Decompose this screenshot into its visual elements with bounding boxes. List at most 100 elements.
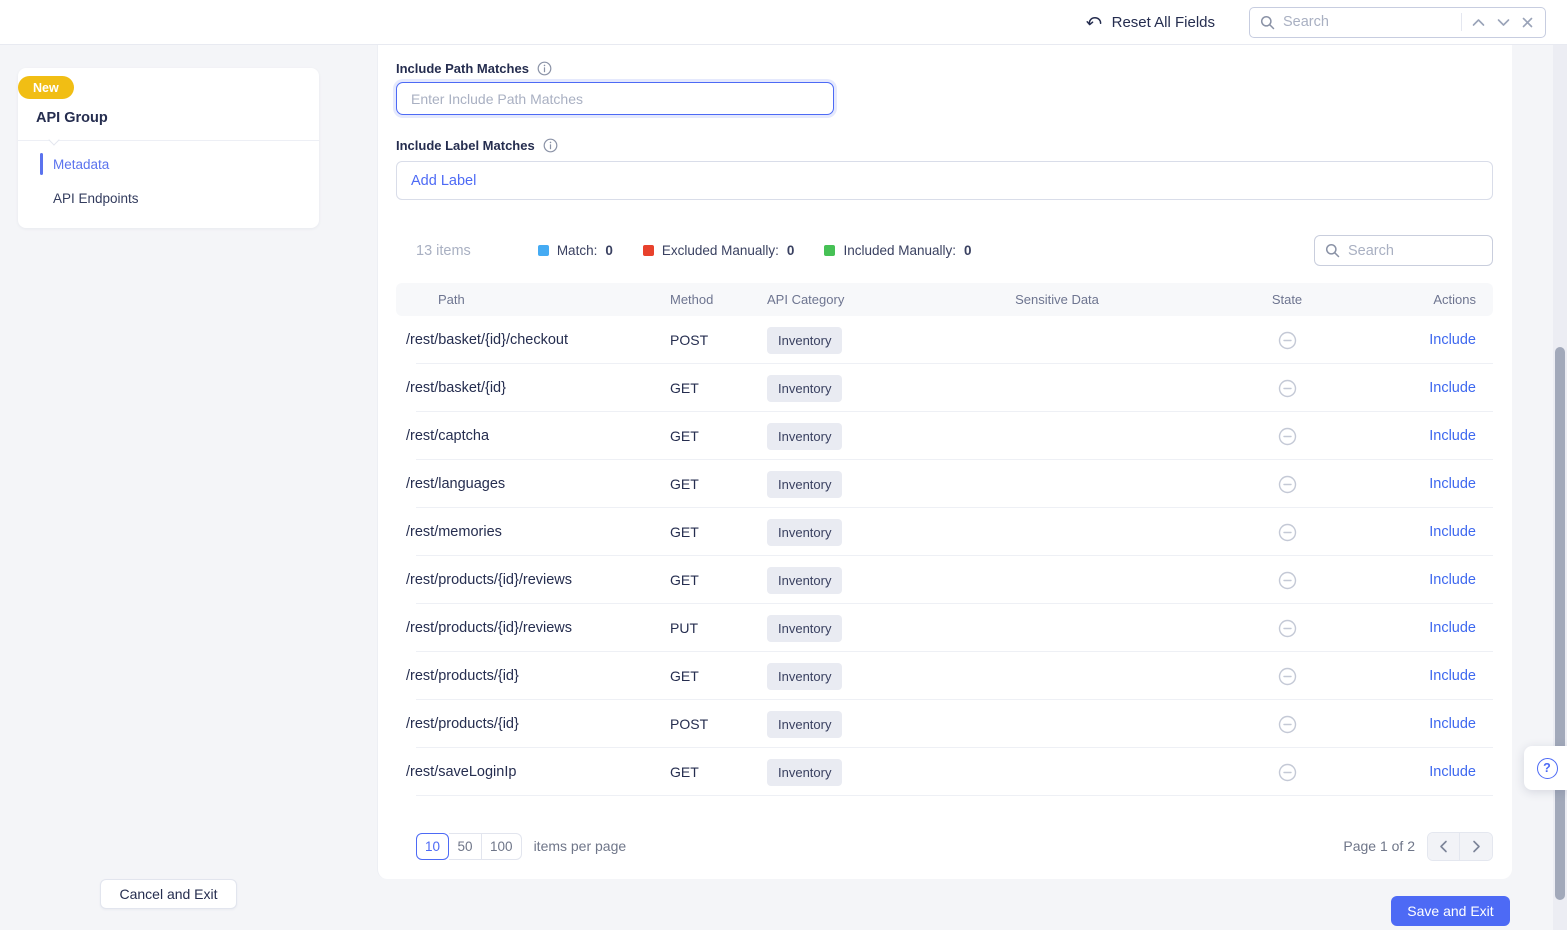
endpoint-category-cell: Inventory — [767, 566, 907, 594]
legend-count: 0 — [964, 243, 972, 258]
category-chip: Inventory — [767, 518, 843, 546]
endpoint-actions-cell: Include — [1367, 427, 1493, 445]
category-chip: Inventory — [767, 470, 843, 498]
endpoint-method: GET — [670, 764, 699, 780]
page-status: Page 1 of 2 — [1343, 838, 1415, 854]
minus-circle-icon — [1278, 427, 1297, 446]
table-row: /rest/products/{id} GET Inventory — [396, 652, 1493, 700]
table-row: /rest/basket/{id}/checkout POST Inventor… — [396, 316, 1493, 364]
sidebar-nav: Metadata API Endpoints — [18, 152, 319, 220]
endpoint-category-cell: Inventory — [767, 662, 907, 690]
search-icon — [1260, 15, 1275, 30]
include-link[interactable]: Include — [1429, 620, 1476, 636]
global-search-input[interactable] — [1283, 14, 1453, 30]
search-next-button[interactable] — [1495, 16, 1512, 29]
category-chip: Inventory — [767, 758, 843, 786]
include-label-matches-label-text: Include Label Matches — [396, 138, 535, 153]
category-chip: Inventory — [767, 422, 843, 450]
endpoint-path: /rest/captcha — [406, 428, 490, 444]
endpoint-path: /rest/saveLoginIp — [406, 764, 517, 780]
endpoint-actions-cell: Include — [1367, 619, 1493, 637]
include-link[interactable]: Include — [1429, 332, 1476, 348]
scrollbar-thumb[interactable] — [1555, 347, 1565, 900]
table-row: /rest/saveLoginIp GET Inventory — [396, 748, 1493, 796]
table-row: /rest/basket/{id} GET Inventory — [396, 364, 1493, 412]
table-search-input[interactable] — [1348, 242, 1482, 259]
include-link[interactable]: Include — [1429, 476, 1476, 492]
previous-page-button[interactable] — [1428, 832, 1460, 860]
page-size-button[interactable]: 100 — [482, 832, 522, 860]
divider-notch-icon — [48, 134, 60, 146]
help-button[interactable]: ? — [1524, 746, 1567, 790]
include-link[interactable]: Include — [1429, 572, 1476, 588]
endpoint-actions-cell: Include — [1367, 571, 1493, 589]
endpoint-actions-cell: Include — [1367, 763, 1493, 781]
items-count: 13 items — [416, 242, 471, 259]
new-badge: New — [18, 76, 74, 99]
search-icon — [1325, 243, 1340, 258]
info-icon[interactable] — [543, 138, 558, 153]
include-link[interactable]: Include — [1429, 764, 1476, 780]
table-row: /rest/languages GET Inventory — [396, 460, 1493, 508]
include-link[interactable]: Include — [1429, 668, 1476, 684]
legend-label: Match: — [556, 243, 598, 258]
minus-circle-icon — [1278, 523, 1297, 542]
table-row: /rest/captcha GET Inventory — [396, 412, 1493, 460]
endpoint-method: GET — [670, 524, 699, 540]
endpoint-state-cell — [1207, 619, 1367, 638]
include-link[interactable]: Include — [1429, 428, 1476, 444]
page-size-button[interactable]: 10 — [416, 832, 450, 860]
reset-all-fields-button[interactable]: Reset All Fields — [1086, 14, 1215, 31]
legend-count: 0 — [605, 243, 613, 258]
category-chip: Inventory — [767, 326, 843, 354]
page-nav-group — [1427, 831, 1493, 861]
column-header-method: Method — [670, 292, 714, 307]
add-label-button[interactable]: Add Label — [411, 172, 477, 189]
legend-swatch-icon — [537, 245, 549, 256]
legend-label: Included Manually: — [843, 243, 957, 258]
endpoint-category-cell: Inventory — [767, 326, 907, 354]
table-row: /rest/products/{id} POST Inventory — [396, 700, 1493, 748]
minus-circle-icon — [1278, 571, 1297, 590]
endpoint-actions-cell: Include — [1367, 667, 1493, 685]
table-body: /rest/basket/{id}/checkout POST Inventor… — [396, 316, 1493, 796]
next-page-button[interactable] — [1460, 832, 1492, 860]
table-header-row: Path Method API Category Sensitive Data … — [396, 283, 1493, 316]
endpoint-path: /rest/languages — [406, 476, 506, 492]
column-header-api-category: API Category — [767, 292, 845, 307]
category-chip: Inventory — [767, 374, 843, 402]
endpoint-path: /rest/basket/{id}/checkout — [406, 332, 569, 348]
endpoint-actions-cell: Include — [1367, 331, 1493, 349]
legend-item: Match: 0 — [537, 243, 613, 258]
include-link[interactable]: Include — [1429, 716, 1476, 732]
endpoint-state-cell — [1207, 667, 1367, 686]
search-prev-button[interactable] — [1470, 16, 1487, 29]
include-link[interactable]: Include — [1429, 524, 1476, 540]
legend-count: 0 — [786, 243, 795, 258]
endpoint-state-cell — [1207, 523, 1367, 542]
pagination-bar: 10 50 100 items per page Page 1 of 2 — [396, 831, 1493, 861]
endpoint-actions-cell: Include — [1367, 523, 1493, 541]
column-header-path: Path — [438, 292, 465, 307]
sidebar-nav-item[interactable]: Metadata — [18, 152, 319, 176]
category-chip: Inventory — [767, 614, 843, 642]
search-close-button[interactable] — [1520, 15, 1535, 30]
endpoint-actions-cell: Include — [1367, 379, 1493, 397]
sidebar-nav-item[interactable]: API Endpoints — [18, 186, 319, 210]
page-size-group: 10 50 100 — [416, 832, 522, 860]
status-legend: Match: 0 Excluded Manually: 0 Included M… — [537, 243, 972, 258]
table-summary-row: 13 items Match: 0 Excluded Manually: 0 I… — [396, 235, 1493, 266]
page-size-button[interactable]: 50 — [449, 832, 483, 860]
include-link[interactable]: Include — [1429, 380, 1476, 396]
active-indicator-bar — [40, 153, 43, 175]
sidebar-nav-item-label: Metadata — [53, 156, 110, 172]
cancel-and-exit-button[interactable]: Cancel and Exit — [100, 879, 237, 909]
column-header-actions: Actions — [1433, 292, 1476, 307]
category-chip: Inventory — [767, 662, 843, 690]
info-icon[interactable] — [537, 61, 552, 76]
legend-item: Excluded Manually: 0 — [642, 243, 795, 258]
include-path-matches-label-text: Include Path Matches — [396, 61, 529, 76]
save-and-exit-button[interactable]: Save and Exit — [1391, 896, 1510, 926]
scrollbar-track[interactable] — [1553, 45, 1567, 930]
include-path-matches-input[interactable] — [396, 82, 834, 115]
